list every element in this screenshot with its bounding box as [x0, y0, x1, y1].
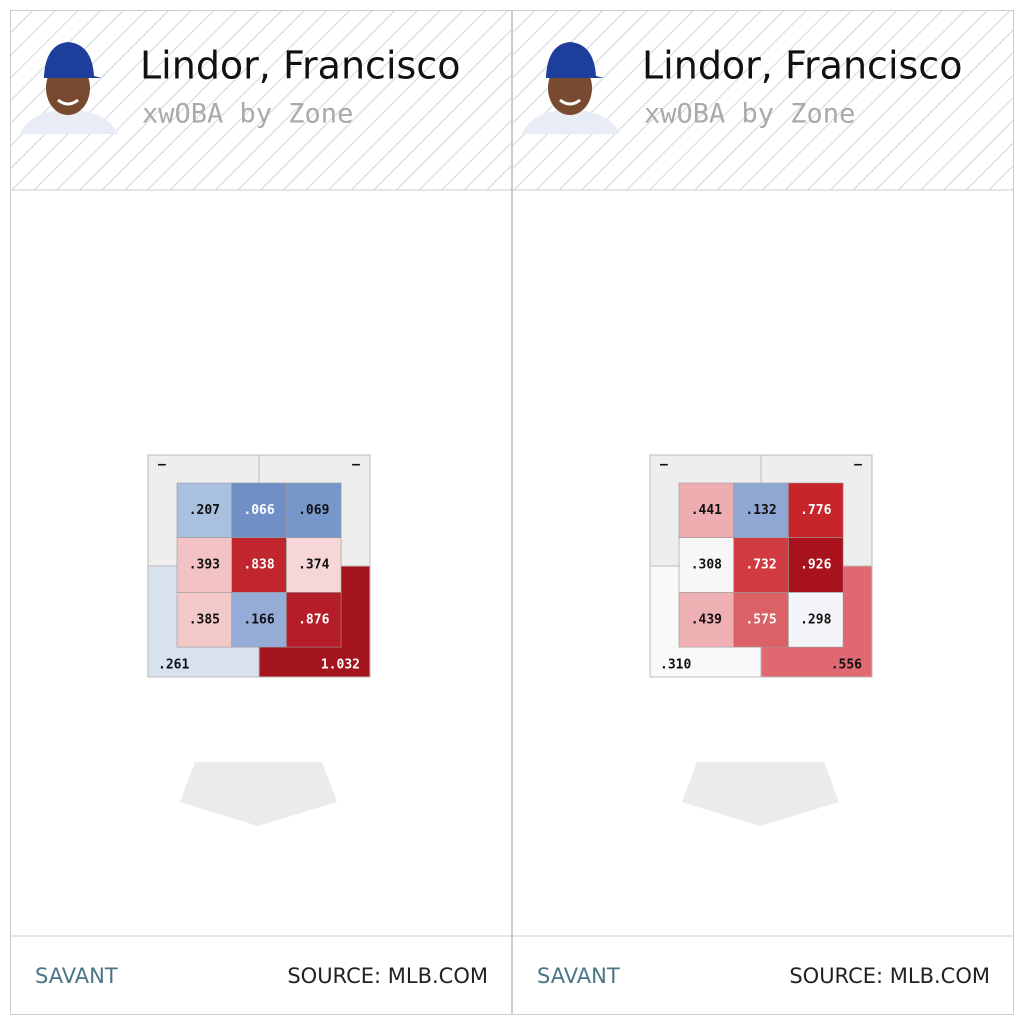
zone-label: .132	[745, 503, 776, 518]
footer-brand: SAVANT	[35, 964, 118, 988]
footer-source: SOURCE: MLB.COM	[789, 964, 990, 988]
zone-cell	[286, 482, 342, 539]
zone-cell	[733, 592, 789, 648]
zone-cell	[733, 482, 789, 539]
footer-source: SOURCE: MLB.COM	[287, 964, 488, 988]
zone-cell	[286, 592, 342, 648]
smile	[559, 98, 581, 106]
player-name: Lindor, Francisco	[140, 44, 460, 88]
outer-zone-label: .310	[660, 658, 691, 673]
zone-label: .298	[800, 612, 831, 627]
zone-cell	[788, 537, 844, 593]
zone-label: .393	[189, 558, 220, 573]
chart-subtitle: xwOBA by Zone	[142, 99, 353, 130]
zone-cell	[231, 482, 287, 539]
home-plate	[180, 762, 337, 826]
zone-label: .776	[800, 503, 831, 518]
zone-cell	[231, 592, 287, 648]
zone-label: .439	[691, 612, 722, 627]
zone-label: .926	[800, 558, 831, 573]
home-plate	[682, 762, 839, 826]
zone-label: .732	[745, 558, 776, 573]
zone-cell	[286, 537, 342, 593]
zone-label: .385	[189, 612, 220, 627]
player-avatar	[522, 42, 620, 134]
jersey	[20, 110, 118, 134]
zone-cell	[176, 482, 233, 539]
footer-brand: SAVANT	[537, 964, 620, 988]
panel: Lindor, Francisco xwOBA by Zone – – .261 1.03…	[10, 10, 512, 1015]
zone-cell	[788, 482, 844, 539]
zone-cell	[231, 537, 287, 593]
outer-zone-label: .261	[158, 658, 189, 673]
header	[11, 11, 511, 190]
zone-label: .838	[243, 558, 274, 573]
zone-cell	[678, 482, 735, 539]
zone-label: .069	[298, 503, 329, 518]
smile	[57, 98, 79, 106]
zone-label: .207	[189, 503, 220, 518]
outer-zone-label: –	[660, 458, 668, 473]
player-avatar	[20, 42, 118, 134]
zone-label: .876	[298, 612, 329, 627]
outer-zone-label: –	[158, 458, 166, 473]
zone-cell	[733, 537, 789, 593]
chart-subtitle: xwOBA by Zone	[644, 99, 855, 130]
outer-zone-label: –	[854, 458, 862, 473]
header	[513, 11, 1013, 190]
cap	[546, 42, 604, 78]
zone-label: .374	[298, 558, 329, 573]
outer-zone-label: .556	[831, 658, 862, 673]
zone-label: .575	[745, 612, 776, 627]
panel: Lindor, Francisco xwOBA by Zone – – .310 .556…	[512, 10, 1014, 1015]
zone-cell	[788, 592, 844, 648]
outer-zone-label: 1.032	[321, 658, 360, 673]
zone-label: .166	[243, 612, 274, 627]
zone-label: .066	[243, 503, 274, 518]
zone-cell	[176, 592, 233, 648]
zone-label: .441	[691, 503, 722, 518]
zone-cell	[678, 537, 735, 593]
zone-cell	[176, 537, 233, 593]
zone-label: .308	[691, 558, 722, 573]
cap	[44, 42, 102, 78]
player-name: Lindor, Francisco	[642, 44, 962, 88]
jersey	[522, 110, 620, 134]
outer-zone-label: –	[352, 458, 360, 473]
